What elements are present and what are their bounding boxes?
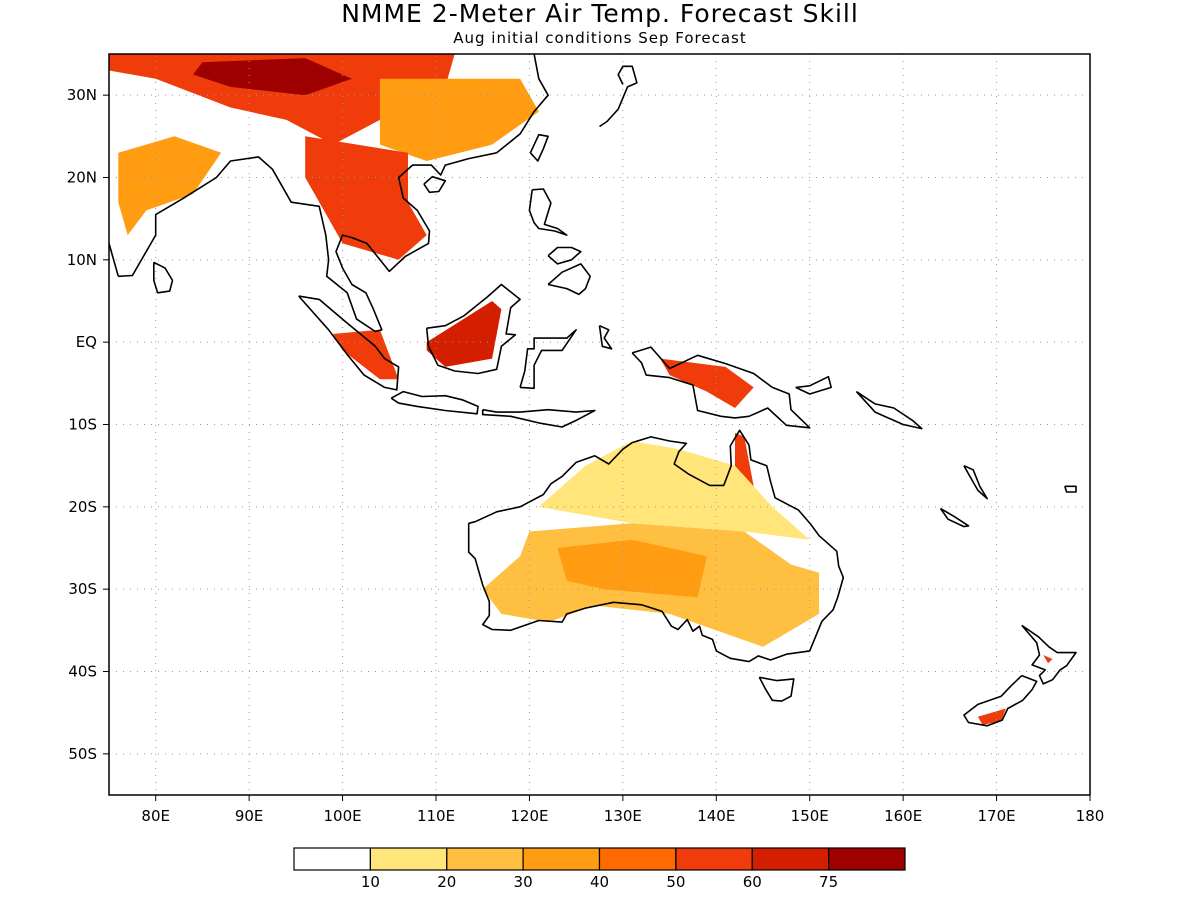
colorbar-label: 75 <box>819 873 838 891</box>
coastline-java <box>390 390 479 415</box>
lon-tick-label: 140E <box>697 807 735 825</box>
coastline-new-caledonia <box>939 507 970 528</box>
coastline-borneo <box>425 283 521 375</box>
map-title: NMME 2-Meter Air Temp. Forecast Skill <box>341 0 859 28</box>
colorbar-label: 40 <box>590 873 609 891</box>
lon-tick-label: 170E <box>978 807 1016 825</box>
coastline-nz-south <box>963 674 1038 727</box>
coastline-halmahera <box>598 324 613 350</box>
coastline-sumatra <box>298 295 400 391</box>
skill-region-south-china <box>379 78 539 161</box>
coastline-mindanao <box>547 263 592 296</box>
coastline-india-west <box>109 243 120 277</box>
skill-shading-layer <box>109 54 1053 725</box>
coastline-nz-north <box>1021 624 1077 685</box>
lon-tick-label: 150E <box>791 807 829 825</box>
lat-tick-label: 30S <box>68 580 97 598</box>
lon-tick-label: 180 <box>1076 807 1105 825</box>
skill-region-himalaya-china <box>109 54 455 145</box>
lon-tick-label: 80E <box>141 807 170 825</box>
lon-tick-label: 90E <box>235 807 264 825</box>
lon-tick-label: 130E <box>604 807 642 825</box>
coastline-new-guinea <box>631 346 811 429</box>
colorbar-label: 30 <box>514 873 533 891</box>
lat-tick-label: 20S <box>68 498 97 516</box>
colorbar-label: 60 <box>743 873 762 891</box>
colorbar-swatch <box>598 847 677 871</box>
lat-tick-label: EQ <box>76 333 97 351</box>
lat-tick-label: 10S <box>68 416 97 434</box>
colorbar-swatch <box>446 847 524 871</box>
lon-tick-label: 160E <box>884 807 922 825</box>
colorbar-label: 20 <box>437 873 456 891</box>
skill-region-borneo <box>426 301 502 367</box>
colorbar-swatch <box>675 847 753 871</box>
lat-tick-label: 10N <box>67 251 97 269</box>
colorbar-swatch <box>522 847 601 871</box>
colorbar-label: 50 <box>666 873 685 891</box>
coastline-asia-mainland <box>118 54 549 333</box>
lon-tick-label: 110E <box>417 807 455 825</box>
coastline-japan-ryukyu <box>599 65 638 128</box>
coastline-new-britain <box>795 375 833 395</box>
colorbar-swatch <box>369 847 448 871</box>
colorbar-swatch <box>827 847 906 871</box>
coastline-solomon <box>855 390 923 430</box>
lat-tick-label: 20N <box>67 169 97 187</box>
coastline-layer <box>109 54 1077 727</box>
skill-region-indochina <box>305 136 427 260</box>
coastline-vanuatu <box>963 464 989 500</box>
skill-region-australia-core <box>557 539 707 598</box>
lat-tick-label: 30N <box>67 86 97 104</box>
colorbar-swatch <box>751 847 830 871</box>
skill-region-new-zealand-north <box>1043 655 1053 664</box>
lat-tick-label: 50S <box>68 745 97 763</box>
colorbar-label: 10 <box>361 873 380 891</box>
coastline-tasmania <box>758 676 795 702</box>
map-subtitle: Aug initial conditions Sep Forecast <box>453 29 747 47</box>
coastline-taiwan <box>529 133 549 162</box>
coastline-visayas <box>547 246 582 265</box>
coastline-australia <box>467 429 845 663</box>
colorbar-legend: 10 20 30 40 50 60 75 <box>293 847 906 891</box>
colorbar-swatch <box>293 847 372 871</box>
skill-region-australia-north <box>538 441 810 540</box>
skill-region-tibet-core <box>193 58 352 96</box>
lon-tick-label: 120E <box>510 807 548 825</box>
skill-region-india-west <box>118 136 222 236</box>
skill-region-new-guinea <box>660 358 754 408</box>
coastline-luzon <box>528 188 568 236</box>
lon-tick-label: 100E <box>324 807 362 825</box>
coastline-sulawesi <box>519 328 577 390</box>
coastline-lesser-sundas <box>481 408 596 428</box>
coastline-sri-lanka <box>153 261 174 294</box>
longitude-axis: 80E 90E 100E 110E 120E 130E 140E 150E 160E 170E 18… <box>141 795 1104 825</box>
coastline-hainan <box>423 175 447 194</box>
coastline-fiji <box>1064 485 1077 493</box>
latitude-axis: 30N 20N 10N EQ 10S 20S 30S 40S 50S <box>67 86 109 763</box>
lat-tick-label: 40S <box>68 663 97 681</box>
graticule-grid <box>109 54 1090 795</box>
